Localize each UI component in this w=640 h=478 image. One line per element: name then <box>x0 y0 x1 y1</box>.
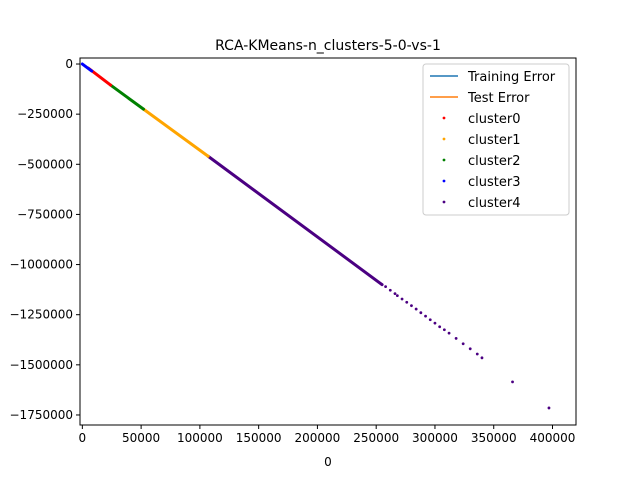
cluster4-point <box>424 314 427 318</box>
x-tick-label: 250000 <box>353 431 399 445</box>
cluster4-point <box>454 336 458 340</box>
cluster4-point <box>395 294 399 298</box>
x-tick-label: 350000 <box>471 431 517 445</box>
cluster4-point <box>428 318 432 322</box>
series-cluster4 <box>206 154 551 410</box>
legend-marker-cluster3 <box>442 179 446 183</box>
x-tick-label: 300000 <box>412 431 458 445</box>
series-cluster3 <box>80 62 94 73</box>
cluster4-point <box>480 356 484 360</box>
y-tick-label: −1250000 <box>10 308 74 322</box>
legend-label: cluster2 <box>468 154 520 169</box>
cluster4-dense-band <box>206 154 384 287</box>
cluster3-dense-band <box>80 62 94 73</box>
legend-marker-cluster2 <box>442 158 446 162</box>
x-tick-label: 50000 <box>122 431 160 445</box>
cluster4-point <box>414 307 418 311</box>
legend-marker-cluster1 <box>442 137 446 141</box>
legend-frame <box>422 63 570 216</box>
cluster4-point <box>475 352 479 356</box>
y-tick-label: −1000000 <box>10 258 74 272</box>
legend: Training Error Test Error cluster0 cluster1… <box>422 63 570 216</box>
x-tick-label: 0 <box>79 431 87 445</box>
series-cluster1 <box>141 107 210 158</box>
cluster4-point <box>405 300 409 304</box>
x-axis-label: 0 <box>324 455 332 469</box>
cluster4-point <box>461 342 465 346</box>
y-tick-label: −1500000 <box>10 358 74 372</box>
x-tick-label: 100000 <box>177 431 223 445</box>
legend-marker-cluster4 <box>442 200 446 204</box>
plot-frame <box>79 57 577 426</box>
cluster4-point <box>547 406 551 410</box>
legend-label: cluster0 <box>468 112 520 127</box>
y-tick-label: −500000 <box>17 157 73 171</box>
cluster4-point <box>419 311 423 315</box>
cluster4-point <box>400 297 404 301</box>
legend-label: cluster3 <box>468 175 520 190</box>
cluster4-point <box>447 331 451 335</box>
y-tick-label: −250000 <box>17 107 73 121</box>
plot-marks <box>80 62 551 410</box>
cluster4-point <box>442 328 446 332</box>
cluster4-point <box>433 321 437 325</box>
legend-marker-cluster0 <box>442 116 446 120</box>
cluster4-point <box>438 325 442 329</box>
chart-title: RCA-KMeans-n_clusters-5-0-vs-1 <box>215 38 441 54</box>
cluster2-dense-band <box>109 83 145 111</box>
cluster4-point <box>384 285 387 289</box>
legend-label: cluster1 <box>468 133 520 148</box>
cluster4-point <box>388 288 392 292</box>
x-axis-ticks: 0 50000 100000 150000 200000 250000 300000 3500… <box>79 425 576 445</box>
legend-label: Test Error <box>467 91 530 106</box>
y-axis-ticks: 0 −250000 −500000 −750000 −1000000 −1250000 −1… <box>10 57 80 422</box>
cluster1-dense-band <box>141 107 210 158</box>
x-tick-label: 200000 <box>295 431 341 445</box>
legend-label: Training Error <box>467 70 556 85</box>
y-tick-label: −750000 <box>17 207 73 221</box>
cluster4-point <box>393 292 397 296</box>
y-tick-label: −1750000 <box>10 408 74 422</box>
x-tick-label: 400000 <box>530 431 576 445</box>
y-tick-label: 0 <box>65 57 73 71</box>
cluster4-point <box>511 380 514 384</box>
cluster4-point <box>468 347 472 351</box>
legend-label: cluster4 <box>468 196 520 211</box>
series-cluster2 <box>109 83 145 111</box>
x-tick-label: 150000 <box>236 431 282 445</box>
cluster4-point <box>410 304 413 308</box>
